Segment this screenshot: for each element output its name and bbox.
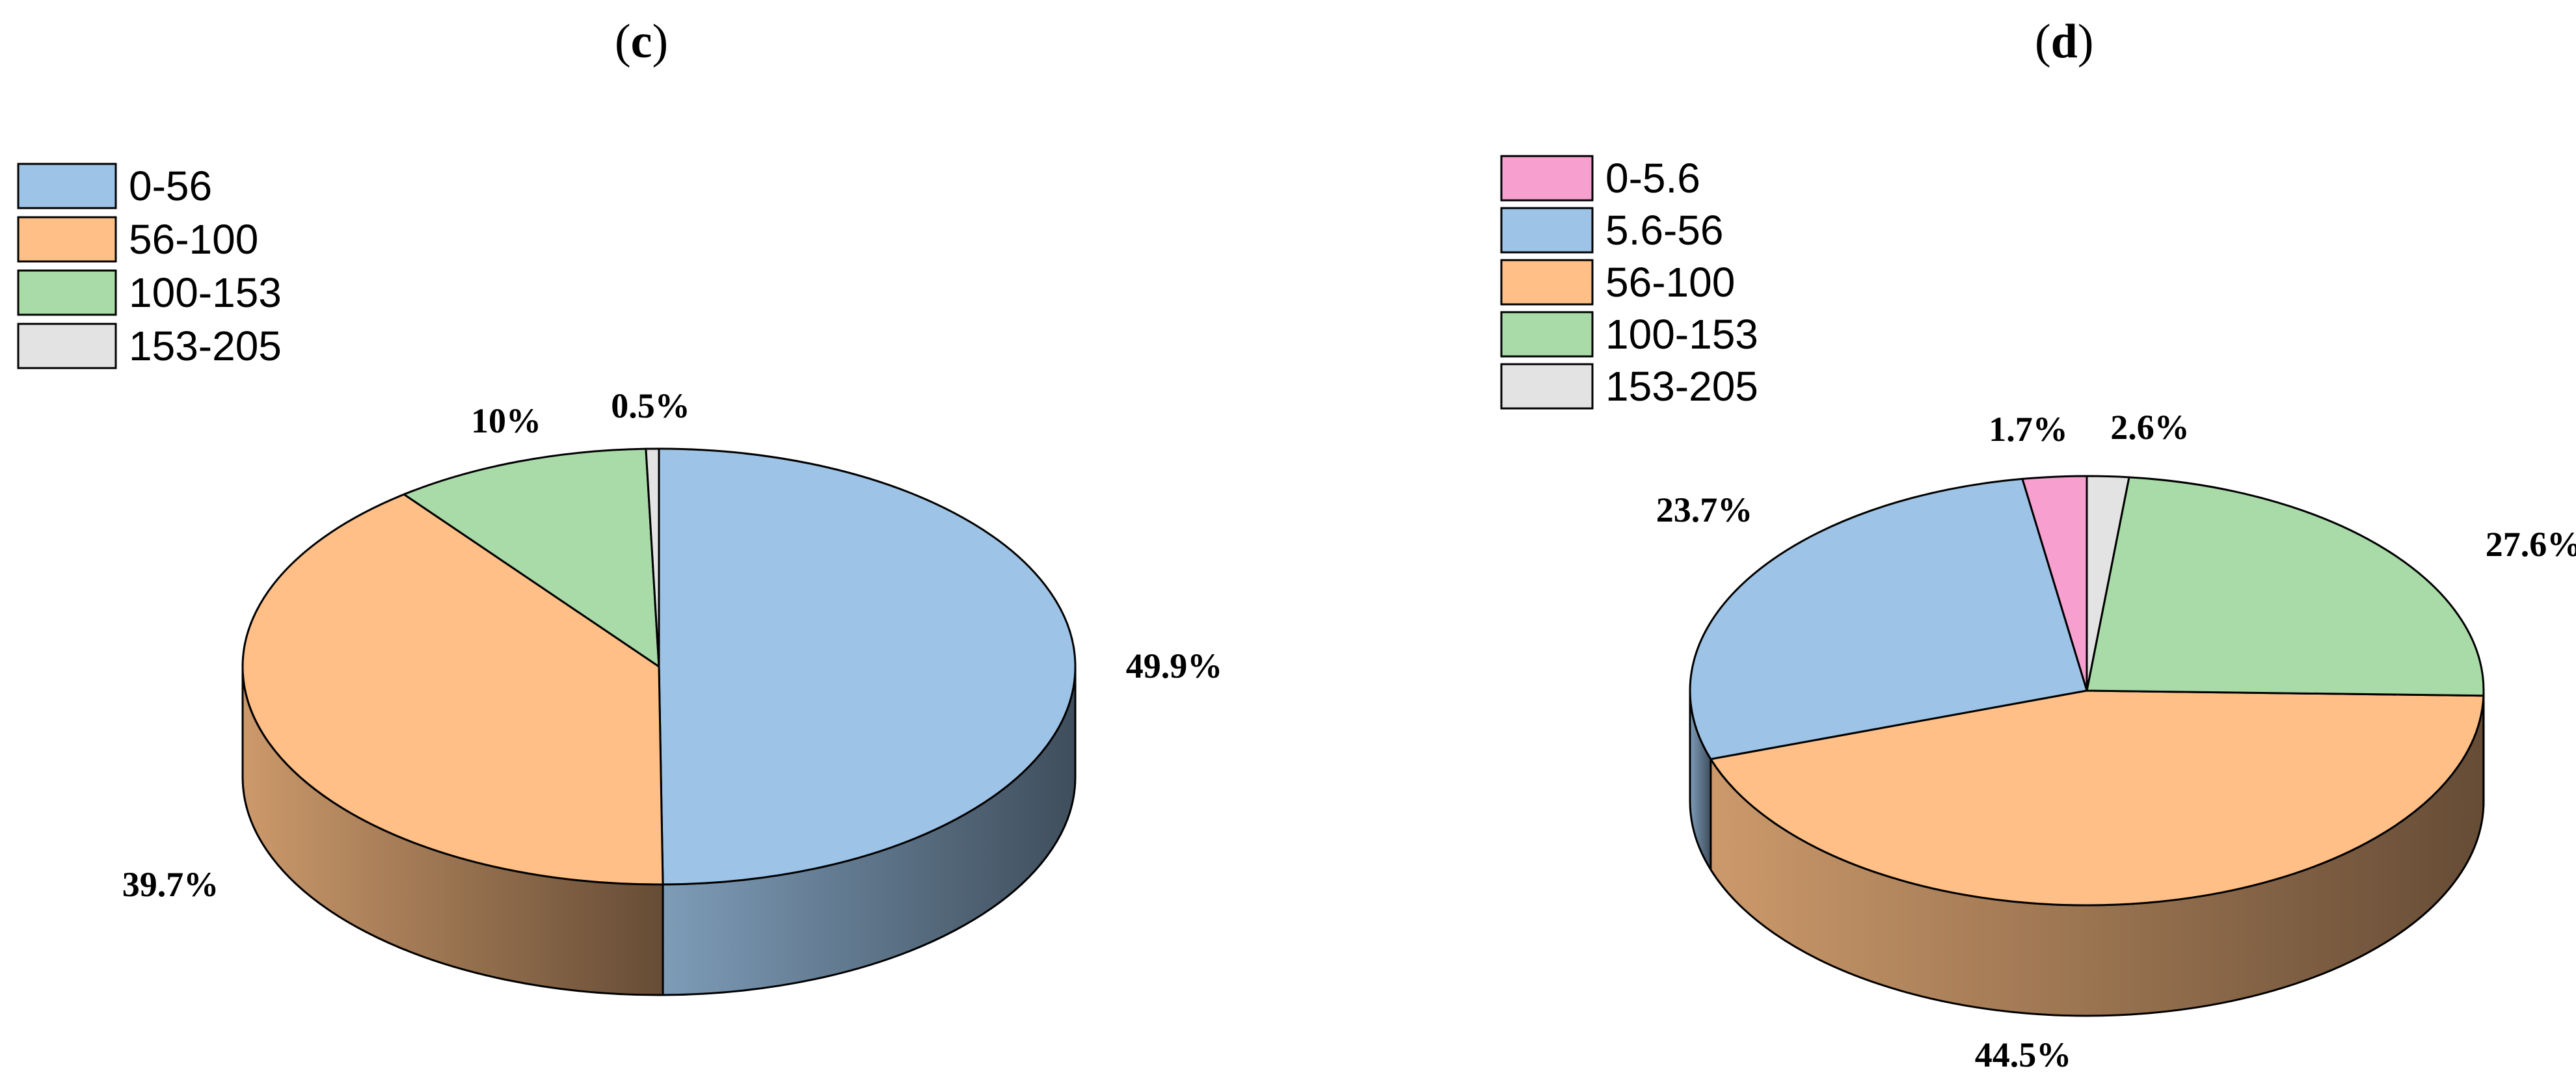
pie-slice-5.6-56	[1689, 477, 2088, 760]
pie-slice-0-56	[659, 449, 1075, 884]
pie-slice-100-153	[2086, 476, 2485, 697]
data-labels: 49.9% 39.7% 10% 0.5%	[122, 386, 1223, 904]
pie-panel-c: (c) 0-56 56-100 100-153 153-205 49.9% 39.7% 10%…	[17, 15, 1223, 996]
data-labels: 2.6% 27.6% 44.5% 23.7% 1.7%	[1656, 408, 2576, 1074]
data-label: 10%	[471, 401, 541, 440]
panel-title-letter: d	[2051, 15, 2078, 68]
legend-swatch	[17, 269, 117, 316]
pie-slice-153-205	[2086, 475, 2130, 692]
pie-slice-153-205	[645, 447, 660, 668]
legend-label: 100-153	[1605, 311, 1758, 358]
legend-swatch	[1500, 207, 1594, 254]
panel-title-letter: c	[631, 15, 652, 68]
data-label: 23.7%	[1656, 490, 1753, 529]
legend-swatch	[17, 163, 117, 209]
pie-tops	[241, 447, 1075, 886]
pie-tops	[1689, 475, 2485, 907]
legend-swatch	[1500, 311, 1594, 358]
pie-panel-d: (d) 0-5.6 5.6-56 56-100 100-153 153-205 2.6% 27…	[1500, 15, 2576, 1074]
legend-swatch	[1500, 155, 1594, 202]
legend: 0-56 56-100 100-153 153-205	[17, 163, 282, 369]
data-label: 27.6%	[2486, 525, 2576, 564]
legend-swatch	[17, 323, 117, 369]
legend-label: 0-5.6	[1605, 155, 1700, 202]
legend-swatch	[1500, 363, 1594, 410]
legend-label: 5.6-56	[1605, 207, 1723, 254]
data-label: 1.7%	[1989, 410, 2068, 449]
panel-title-c: (c)	[615, 15, 668, 68]
data-label: 44.5%	[1975, 1035, 2072, 1074]
pie-slice-100-153	[403, 447, 660, 668]
legend-label: 0-56	[129, 163, 212, 209]
legend-label: 56-100	[129, 216, 258, 263]
pie-slice-56-100	[241, 493, 664, 886]
data-label: 49.9%	[1126, 646, 1223, 685]
legend-label: 153-205	[1605, 363, 1758, 410]
legend: 0-5.6 5.6-56 56-100 100-153 153-205	[1500, 155, 1758, 410]
data-label: 0.5%	[611, 386, 690, 425]
legend-swatch	[1500, 259, 1594, 306]
legend-label: 56-100	[1605, 259, 1735, 306]
legend-swatch	[17, 216, 117, 263]
pie-slice-56-100	[1710, 689, 2485, 907]
legend-label: 153-205	[129, 323, 282, 369]
data-label: 2.6%	[2110, 408, 2190, 447]
panel-title-d: (d)	[2035, 15, 2093, 68]
data-label: 39.7%	[122, 865, 219, 904]
legend-label: 100-153	[129, 269, 282, 316]
